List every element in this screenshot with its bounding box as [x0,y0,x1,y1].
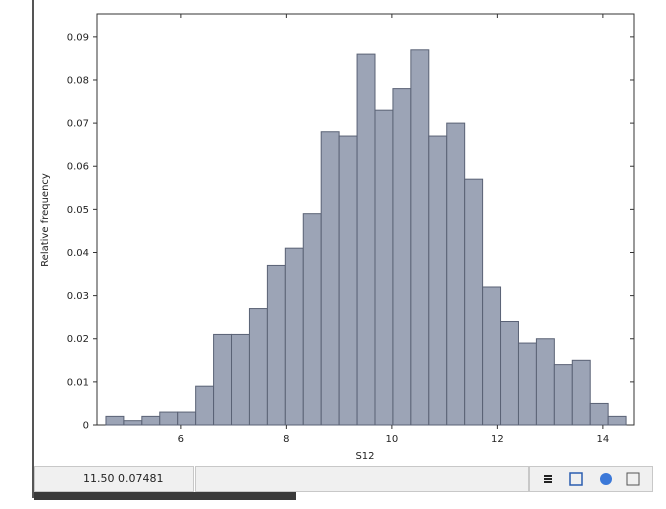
x-tick-label: 12 [491,434,504,445]
y-tick-label: 0 [83,421,89,432]
y-tick-label: 0.02 [67,334,89,345]
y-tick-label: 0.04 [67,248,89,259]
y-tick-label: 0.03 [67,291,89,302]
bar [195,385,215,426]
window-icon[interactable] [626,472,640,486]
bar [446,122,466,426]
menu-icon[interactable] [544,475,552,483]
bar [517,342,537,426]
bar [410,49,430,426]
toolbar-icons [544,472,640,486]
y-tick-label: 0.01 [67,377,89,388]
bar [500,320,519,426]
bar [356,53,376,426]
bar [535,338,555,426]
bar [607,415,627,426]
bar [231,333,250,426]
bar [266,264,286,426]
y-tick-label: 0.06 [67,162,89,173]
toolbar [529,466,653,492]
x-tick-label: 14 [597,434,610,445]
bar [428,135,448,426]
y-tick-label: 0.08 [67,75,89,86]
bar [105,415,125,426]
bar [159,411,179,426]
bar [571,359,591,426]
bar [374,109,394,426]
center-icon[interactable] [600,473,612,485]
zoom-fit-icon[interactable] [569,472,583,486]
bar [284,247,304,426]
bar [589,402,609,426]
bar [392,88,412,426]
bar [464,178,484,426]
x-tick-label: 6 [178,434,184,445]
bar [553,364,573,426]
y-tick-label: 0.09 [67,32,89,43]
bar [482,286,502,426]
bar [141,415,161,426]
y-tick-label: 0.05 [67,205,89,216]
bar [213,333,233,426]
bar [123,420,143,426]
x-axis-label: S12 [355,451,374,462]
y-axis-label: Relative frequency [40,173,51,267]
background-strip [34,492,296,500]
x-tick-label: 8 [283,434,289,445]
bar [320,131,340,426]
bar [177,411,197,426]
y-tick-label: 0.07 [67,119,89,130]
bar [248,308,268,426]
status-coordinates: 11.50 0.07481 [34,466,194,492]
bar [302,213,322,426]
status-field [195,466,529,492]
x-tick-label: 10 [386,434,399,445]
bar [338,135,358,426]
